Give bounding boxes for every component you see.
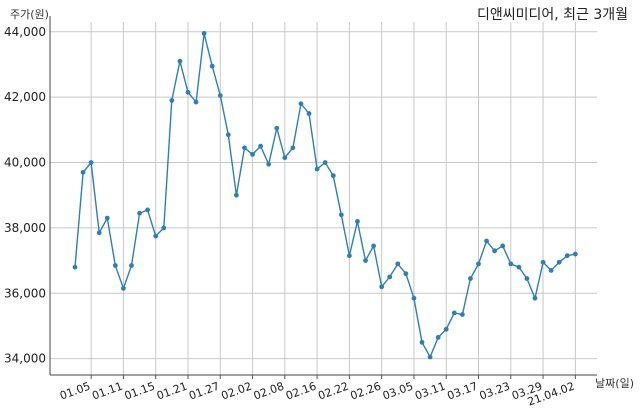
data-point xyxy=(355,218,360,224)
data-point xyxy=(524,276,530,281)
data-point xyxy=(443,326,449,332)
data-point xyxy=(177,58,183,64)
x-tick-label: 03.05 xyxy=(381,380,415,403)
data-point xyxy=(161,225,167,231)
x-tick-label: 02.02 xyxy=(220,380,254,403)
data-point xyxy=(508,261,514,267)
data-point xyxy=(363,258,368,264)
data-point xyxy=(80,169,86,175)
data-point xyxy=(104,215,110,221)
data-point xyxy=(419,339,425,345)
chart-title: 디앤씨미디어, 최근 3개월 xyxy=(476,7,628,23)
x-tick-label: 01.15 xyxy=(123,380,157,403)
x-axis-label: 날짜(일) xyxy=(595,377,634,390)
data-point xyxy=(371,243,376,249)
data-point xyxy=(234,192,239,198)
data-point xyxy=(516,264,522,270)
x-tick-label: 01.05 xyxy=(58,380,92,403)
y-axis-label: 주가(원) xyxy=(10,8,49,21)
data-point xyxy=(169,98,175,103)
data-point xyxy=(290,145,296,151)
data-point xyxy=(209,63,215,69)
data-point xyxy=(476,261,481,267)
data-point xyxy=(96,230,102,236)
data-point xyxy=(435,335,441,340)
data-point xyxy=(548,268,554,273)
data-point xyxy=(403,271,409,277)
data-point xyxy=(201,31,207,36)
data-point xyxy=(266,161,272,167)
price-line xyxy=(74,33,576,359)
data-point xyxy=(129,263,134,268)
data-point xyxy=(492,248,498,254)
x-tick-label: 03.23 xyxy=(478,380,512,403)
x-tick-label: 02.16 xyxy=(284,380,318,403)
x-tick-label: 02.08 xyxy=(252,380,286,403)
data-point xyxy=(298,101,304,107)
data-point xyxy=(193,99,199,105)
data-point xyxy=(468,276,473,281)
data-point xyxy=(484,238,489,244)
data-point xyxy=(395,261,401,267)
data-point xyxy=(459,312,465,317)
x-tick-label: 02.26 xyxy=(349,380,383,403)
data-point xyxy=(379,284,385,290)
data-point xyxy=(322,160,328,165)
data-point xyxy=(540,259,546,265)
data-point xyxy=(137,210,142,216)
price-points xyxy=(72,31,578,360)
data-point xyxy=(532,295,538,301)
data-point xyxy=(306,111,312,116)
data-point xyxy=(145,207,151,213)
y-tick-label: 36,000 xyxy=(4,286,46,300)
y-tick-label: 44,000 xyxy=(4,25,46,39)
x-tick-label: 01.27 xyxy=(187,380,221,403)
x-tick-label: 01.21 xyxy=(155,380,189,403)
data-point xyxy=(217,93,223,98)
data-point xyxy=(153,233,159,239)
y-tick-label: 40,000 xyxy=(4,156,46,170)
data-point xyxy=(387,274,393,280)
x-ticks: 01.0501.1101.1501.2101.2702.0202.0802.16… xyxy=(58,375,576,409)
data-point xyxy=(338,212,344,218)
x-tick-label: 03.11 xyxy=(413,380,447,403)
y-tick-label: 38,000 xyxy=(4,221,46,235)
data-point xyxy=(88,160,94,165)
data-point xyxy=(411,295,417,301)
data-point xyxy=(500,243,506,249)
data-point xyxy=(274,125,280,131)
data-point xyxy=(556,259,562,265)
y-ticks: 34,000 36,000 38,000 40,000 42,000 44,000 xyxy=(4,25,46,366)
data-point xyxy=(121,285,126,291)
data-point xyxy=(112,263,118,268)
data-point xyxy=(330,173,336,179)
grid xyxy=(50,22,597,375)
data-point xyxy=(564,253,570,259)
axes xyxy=(49,16,597,376)
x-tick-label: 03.17 xyxy=(445,380,479,403)
data-point xyxy=(314,166,320,172)
data-point xyxy=(250,151,255,157)
data-point xyxy=(451,310,457,316)
data-point xyxy=(282,155,288,161)
data-point xyxy=(72,264,78,270)
data-point xyxy=(346,253,352,259)
data-point xyxy=(258,143,264,149)
data-point xyxy=(242,145,247,151)
x-tick-label: 02.22 xyxy=(316,380,350,403)
y-tick-label: 42,000 xyxy=(4,90,46,104)
data-point xyxy=(185,89,191,95)
data-point xyxy=(225,132,231,138)
y-tick-label: 34,000 xyxy=(4,352,46,366)
x-tick-label: 01.11 xyxy=(90,380,124,403)
data-point xyxy=(427,354,433,360)
data-point xyxy=(572,251,578,257)
